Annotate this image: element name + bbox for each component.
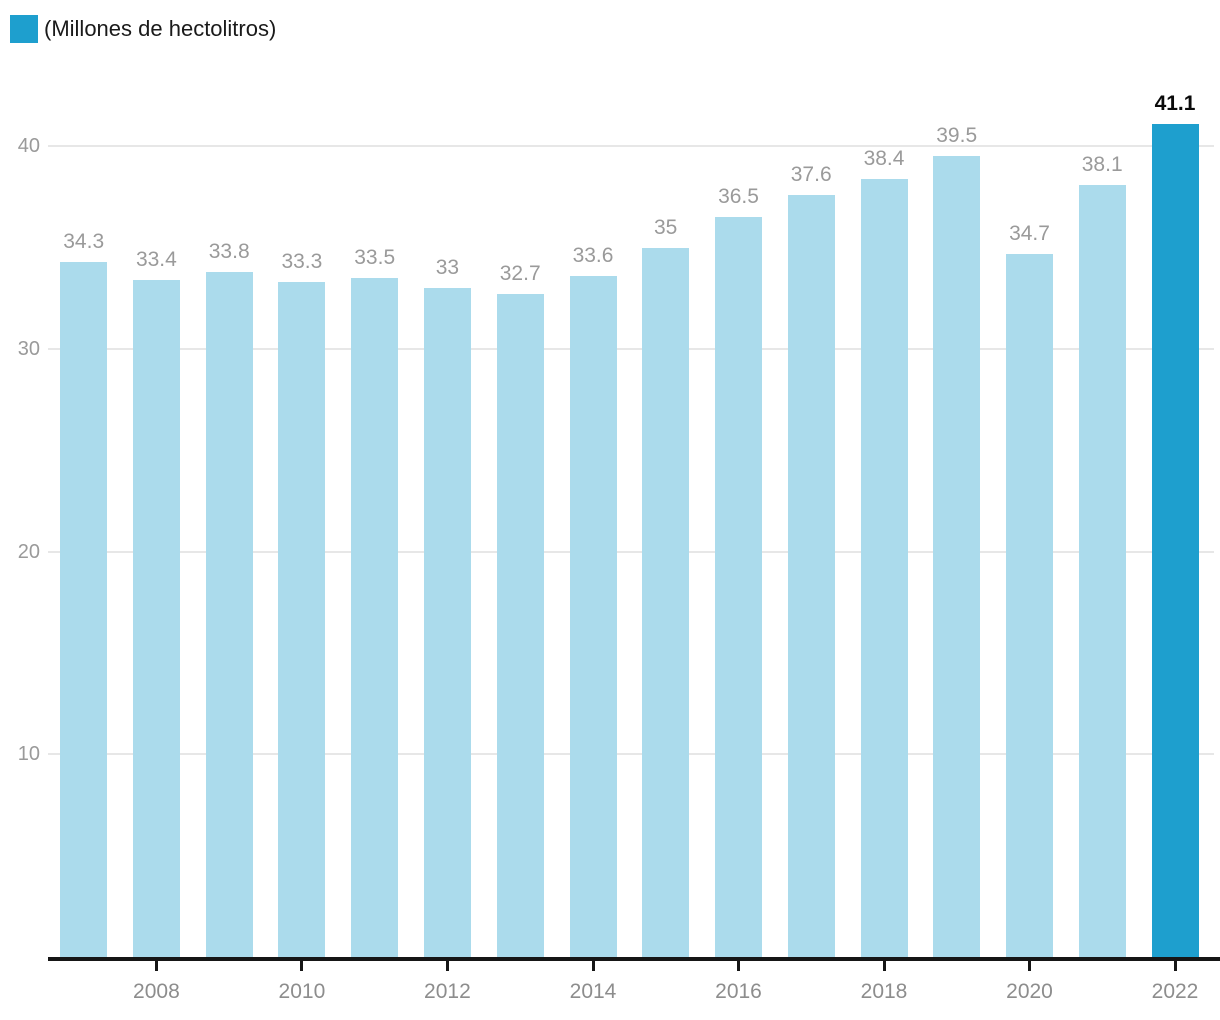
x-axis-label: 2010 — [278, 980, 326, 1003]
x-axis-tick — [737, 957, 740, 971]
legend-label: (Millones de hectolitros) — [44, 16, 277, 41]
bar-2011[interactable] — [351, 278, 399, 957]
y-axis-label: 40 — [17, 135, 40, 158]
y-axis-label: 20 — [17, 540, 40, 563]
bar-value-label: 38.1 — [1081, 152, 1123, 176]
bar-2021[interactable] — [1078, 184, 1126, 957]
bar-2020[interactable] — [1006, 253, 1053, 957]
bar-2015[interactable] — [642, 247, 690, 957]
x-axis-label: 2012 — [424, 980, 471, 1003]
x-axis-label: 2008 — [133, 980, 180, 1003]
x-axis-tick — [1173, 957, 1177, 971]
bar-2009[interactable] — [205, 271, 253, 957]
bar-2014[interactable] — [569, 275, 617, 957]
y-axis-label: 30 — [17, 337, 40, 360]
bar-2013[interactable] — [496, 294, 544, 957]
bar-value-label: 37.6 — [790, 162, 832, 186]
gridline — [48, 145, 1214, 148]
bar-value-label: 32.7 — [499, 262, 541, 286]
bar-2017[interactable] — [787, 194, 835, 957]
x-axis-line — [48, 957, 1220, 961]
x-axis-tick — [445, 957, 449, 971]
bar-value-label: 33.8 — [208, 239, 250, 263]
bar-value-label: 41.1 — [1154, 91, 1196, 115]
x-axis-tick — [1028, 957, 1031, 971]
bar-2018[interactable] — [860, 178, 908, 957]
bar-value-label: 33.3 — [281, 250, 323, 273]
bar-2008[interactable] — [132, 280, 180, 957]
bar-value-label: 38.4 — [863, 146, 905, 170]
bar-value-label: 33.4 — [135, 248, 177, 271]
gridline — [48, 550, 1214, 553]
bar-2016[interactable] — [715, 217, 762, 957]
legend-swatch — [10, 15, 38, 43]
bar-2019[interactable] — [933, 156, 981, 957]
bar-2007[interactable] — [60, 261, 108, 957]
x-axis-label: 2022 — [1151, 980, 1199, 1003]
x-axis-tick — [591, 957, 595, 971]
bar-value-label: 33 — [435, 256, 460, 280]
x-axis-label: 2018 — [860, 980, 908, 1003]
x-axis-label: 2020 — [1006, 980, 1053, 1003]
x-axis-label: 2014 — [569, 980, 617, 1003]
bar-value-label: 33.5 — [354, 246, 396, 269]
bar-value-label: 35 — [654, 215, 678, 239]
gridline — [48, 753, 1214, 756]
gridline — [48, 347, 1214, 350]
x-axis-tick — [154, 957, 158, 971]
bar-2010[interactable] — [278, 282, 326, 957]
bar-value-label: 34.7 — [1009, 221, 1050, 245]
bar-2012[interactable] — [423, 288, 471, 957]
bar-value-label: 36.5 — [718, 185, 759, 209]
x-axis-tick — [300, 957, 304, 971]
bar-2022[interactable] — [1151, 123, 1199, 957]
bar-value-label: 34.3 — [63, 229, 105, 253]
bar-value-label: 39.5 — [936, 124, 978, 148]
y-axis-label: 10 — [17, 743, 40, 766]
x-axis-label: 2016 — [715, 980, 762, 1003]
x-axis-tick — [882, 957, 886, 971]
bar-value-label: 33.6 — [572, 243, 614, 267]
